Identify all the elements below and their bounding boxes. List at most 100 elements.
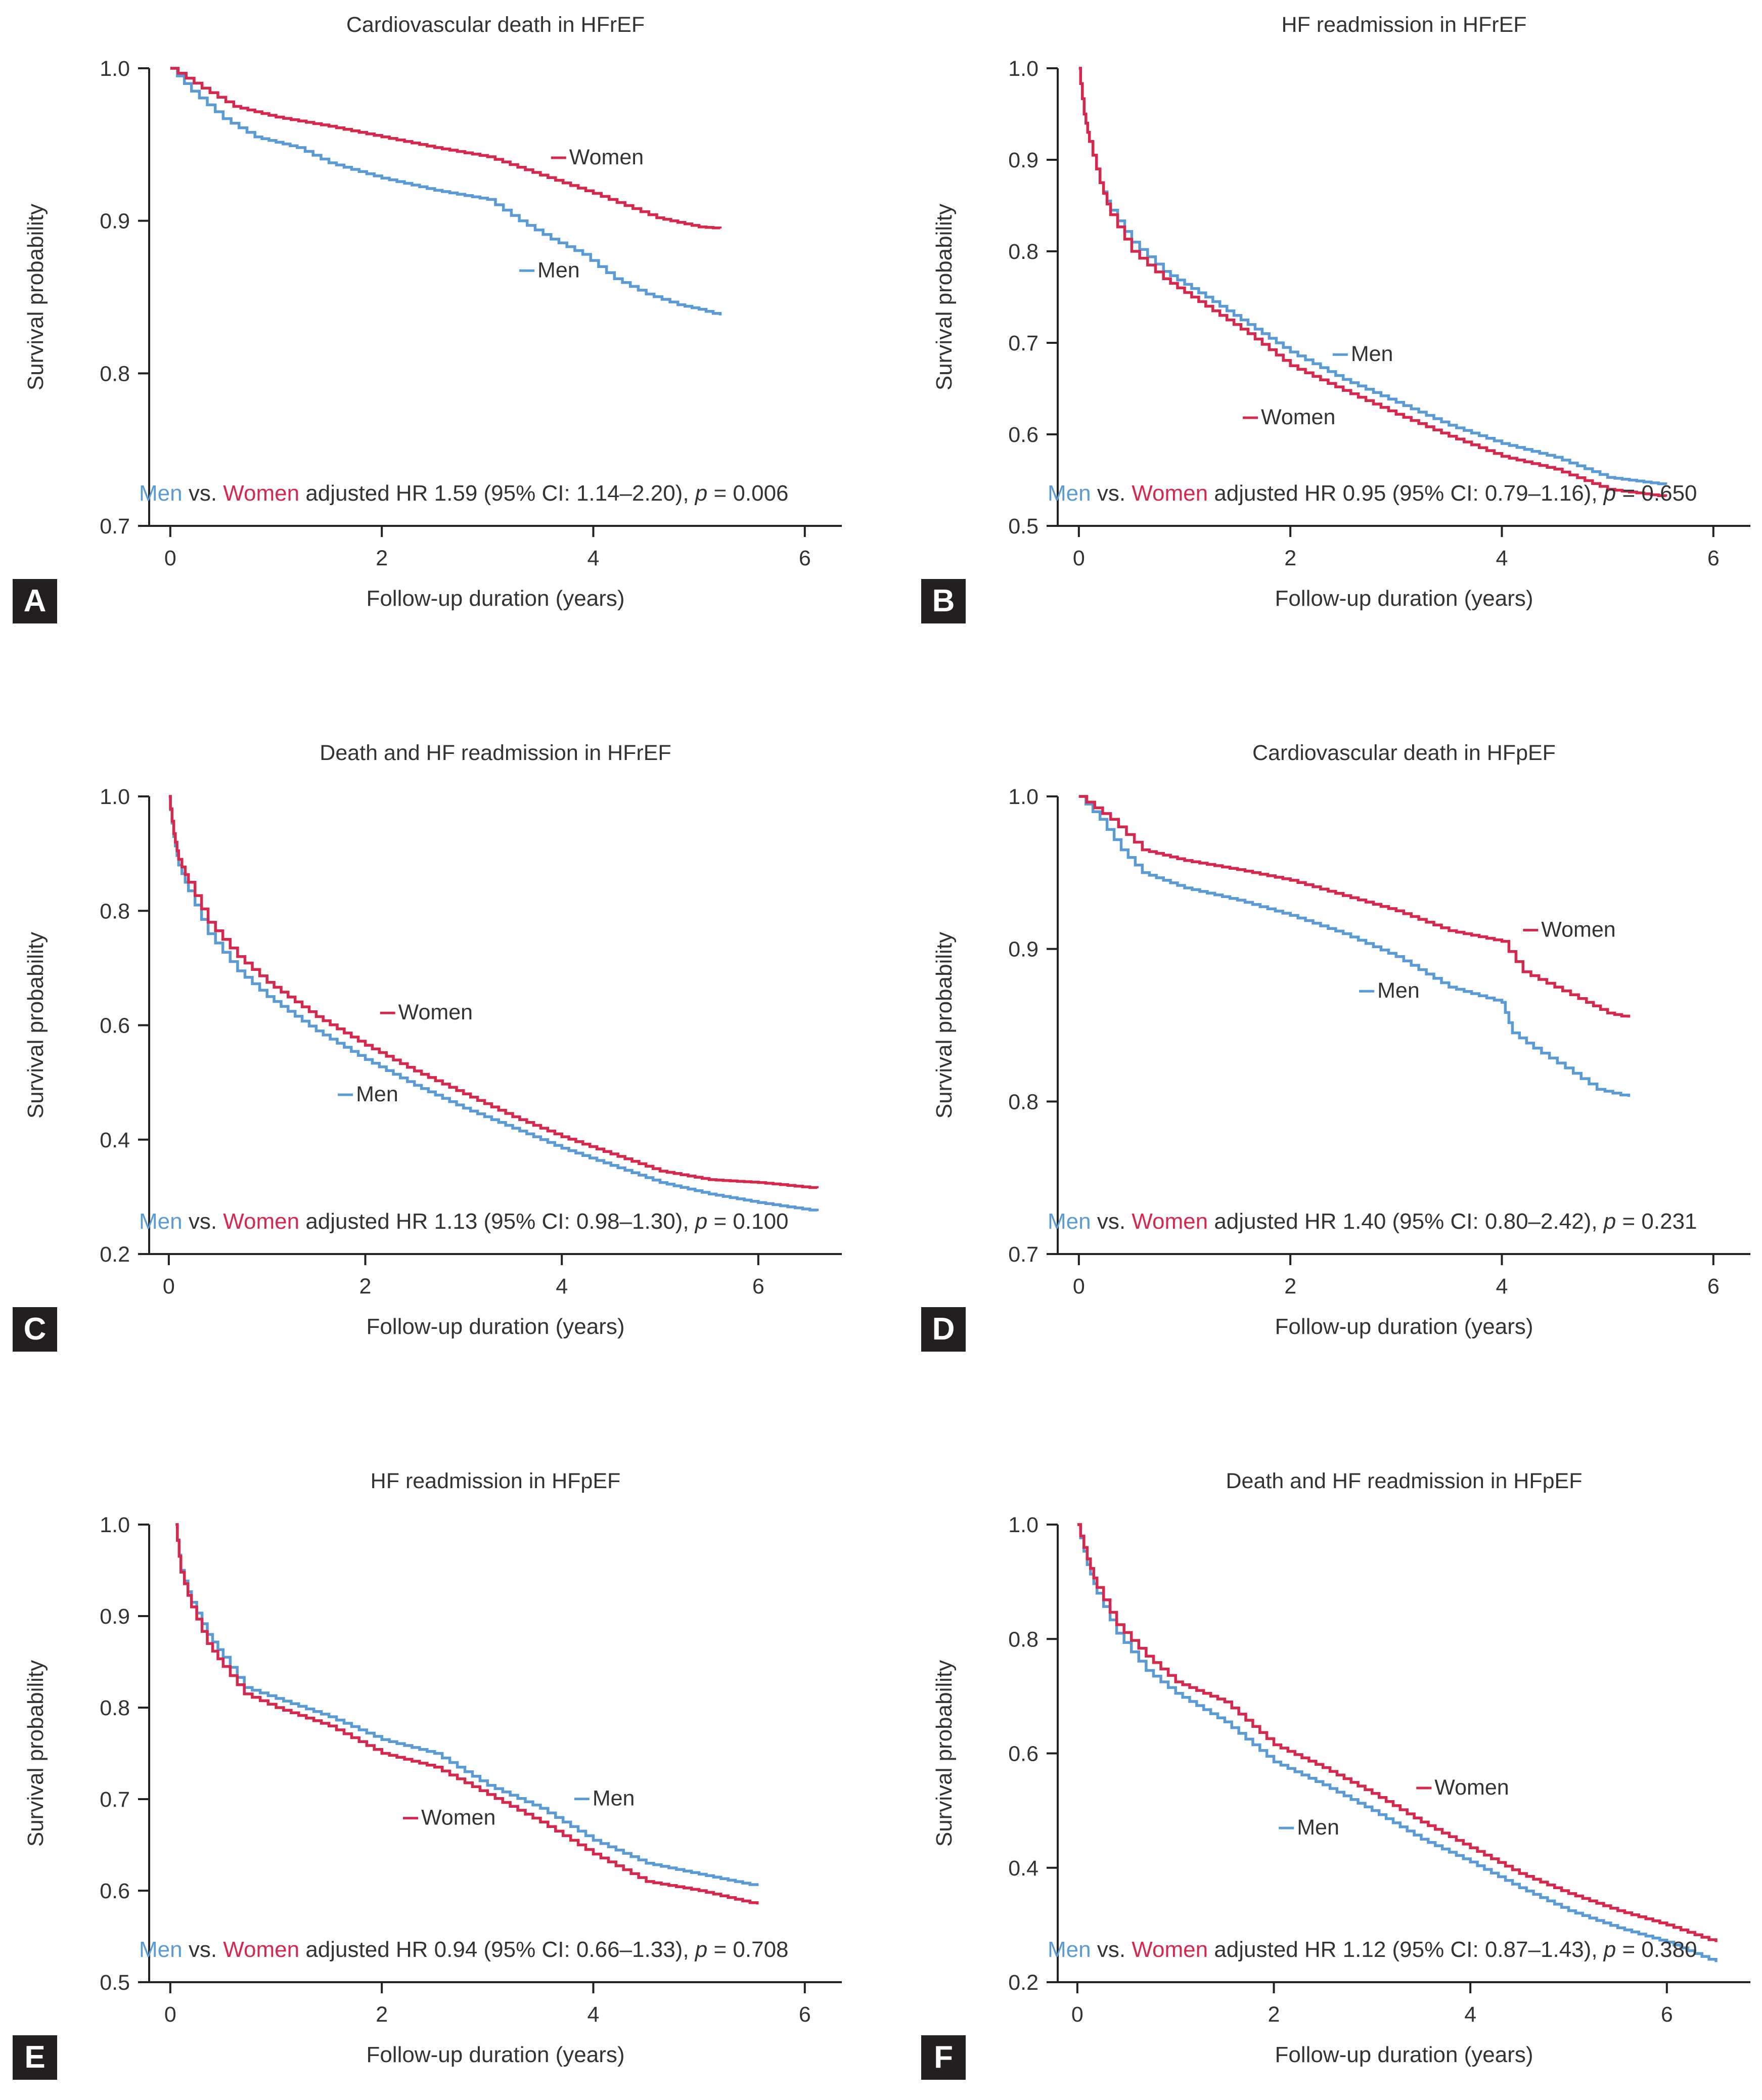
hr-annotation-a: Men vs. Women adjusted HR 1.59 (95% CI: … [139,481,789,506]
y-tick-label: 0.9 [1008,148,1038,172]
hr-annotation-f: Men vs. Women adjusted HR 1.12 (95% CI: … [1048,1937,1697,1962]
series-label-women: Women [569,145,644,169]
annotation-women: Women [223,1209,299,1234]
y-tick-label: 0.5 [1008,514,1038,539]
x-axis-label-d: Follow-up duration (years) [1275,1314,1533,1339]
series-line-men-f [1077,1523,1718,1962]
panel-letter-e: E [24,2040,45,2075]
panel-badge-f [921,2035,966,2080]
y-axis-label-e: Survival probability [23,1660,48,1847]
series-label-men: Men [537,258,580,282]
x-axis-label-b: Follow-up duration (years) [1275,586,1533,611]
x-tick-label: 4 [588,546,600,570]
annotation-p-value: = 0.006 [707,481,788,506]
y-tick-label: 0.7 [1008,331,1038,355]
annotation-women: Women [1132,481,1208,506]
annotation-women: Women [223,1937,299,1962]
x-tick-label: 2 [1268,2002,1280,2027]
annotation-hr: adjusted HR 1.59 (95% CI: 1.14–2.20), [299,481,695,506]
annotation-women: Women [1132,1209,1208,1234]
chart-title-c: Death and HF readmission in HFrEF [320,741,671,765]
series-line-women-a [170,67,722,230]
annotation-p-value: = 0.650 [1616,481,1697,506]
x-tick-label: 0 [1073,546,1085,570]
series-line-men-a [170,67,722,316]
annotation-men: Men [139,1937,183,1962]
y-tick-label: 0.8 [1008,240,1038,264]
y-tick-label: 1.0 [1008,1513,1038,1537]
annotation-p-symbol: p [1603,481,1616,506]
y-axis-label-d: Survival probability [932,932,957,1119]
x-tick-label: 4 [556,1274,568,1299]
y-tick-label: 0.2 [1008,1971,1038,1995]
annotation-p-value: = 0.231 [1616,1209,1697,1234]
annotation-hr: adjusted HR 0.94 (95% CI: 0.66–1.33), [299,1937,695,1962]
y-axis-label-b: Survival probability [932,204,957,390]
series-line-women-c [168,795,819,1189]
annotation-men: Men [1048,1937,1091,1962]
x-axis-label-f: Follow-up duration (years) [1275,2042,1533,2067]
annotation-p-symbol: p [694,1209,707,1234]
panel-letter-a: A [24,584,47,618]
series-label-men: Men [356,1082,398,1106]
series-label-women: Women [398,1000,473,1024]
x-axis-label-e: Follow-up duration (years) [366,2042,624,2067]
x-tick-label: 6 [799,546,811,570]
annotation-men: Men [139,481,183,506]
x-tick-label: 0 [1071,2002,1083,2027]
y-tick-label: 0.8 [1008,1627,1038,1651]
series-line-women-b [1078,67,1667,498]
x-tick-label: 2 [1284,546,1296,570]
x-tick-label: 0 [163,1274,175,1299]
hr-annotation-c: Men vs. Women adjusted HR 1.13 (95% CI: … [139,1209,789,1234]
annotation-men: Men [139,1209,183,1234]
x-tick-label: 6 [1661,2002,1673,2027]
annotation-p-symbol: p [1603,1937,1616,1962]
y-tick-label: 0.4 [100,1128,130,1152]
panel-letter-f: F [934,2040,953,2075]
chart-title-e: HF readmission in HFpEF [371,1469,621,1493]
x-tick-label: 6 [799,2002,811,2027]
x-tick-label: 4 [1496,1274,1508,1299]
annotation-hr: adjusted HR 1.13 (95% CI: 0.98–1.30), [299,1209,695,1234]
series-line-men-e [175,1523,759,1886]
annotation-hr: adjusted HR 0.95 (95% CI: 0.79–1.16), [1208,481,1604,506]
y-tick-label: 0.9 [1008,937,1038,962]
panel-badge-e [13,2035,57,2080]
y-tick-label: 0.7 [100,514,130,539]
series-label-men: Men [1297,1815,1339,1840]
annotation-p-symbol: p [1603,1209,1616,1234]
x-tick-label: 0 [164,2002,176,2027]
annotation-hr: adjusted HR 1.12 (95% CI: 0.87–1.43), [1208,1937,1604,1962]
x-axis-label-c: Follow-up duration (years) [366,1314,624,1339]
panel-letter-d: D [932,1312,955,1347]
y-tick-label: 0.4 [1008,1856,1038,1881]
series-label-men: Men [1351,342,1393,366]
annotation-p-symbol: p [694,1937,707,1962]
chart-title-a: Cardiovascular death in HFrEF [346,13,645,37]
x-tick-label: 6 [1707,1274,1720,1299]
series-line-women-e [175,1523,759,1905]
annotation-vs: vs. [1091,1937,1132,1962]
chart-panel-e: HF readmission in HFpEF 0 2 4 6 0.5 0.6 0.7 0.8 0… [13,1469,842,2080]
series-label-women: Women [1541,918,1615,942]
panel-badge-c [13,1307,57,1352]
y-tick-label: 0.6 [1008,1742,1038,1766]
hr-annotation-b: Men vs. Women adjusted HR 0.95 (95% CI: … [1048,481,1697,506]
panel-letter-c: C [24,1312,47,1347]
hr-annotation-e: Men vs. Women adjusted HR 0.94 (95% CI: … [139,1937,789,1962]
annotation-women: Women [1132,1937,1208,1962]
annotation-vs: vs. [1091,481,1132,506]
y-tick-label: 0.7 [1008,1242,1038,1267]
x-tick-label: 2 [376,2002,388,2027]
annotation-vs: vs. [1091,1209,1132,1234]
series-label-men: Men [593,1786,635,1811]
annotation-p-value: = 0.708 [707,1937,788,1962]
annotation-p-symbol: p [694,481,707,506]
panel-badge-b [921,579,966,623]
series-label-women: Women [1434,1775,1509,1800]
y-tick-label: 0.6 [100,1014,130,1038]
x-tick-label: 0 [164,546,176,570]
y-tick-label: 0.8 [100,899,130,923]
